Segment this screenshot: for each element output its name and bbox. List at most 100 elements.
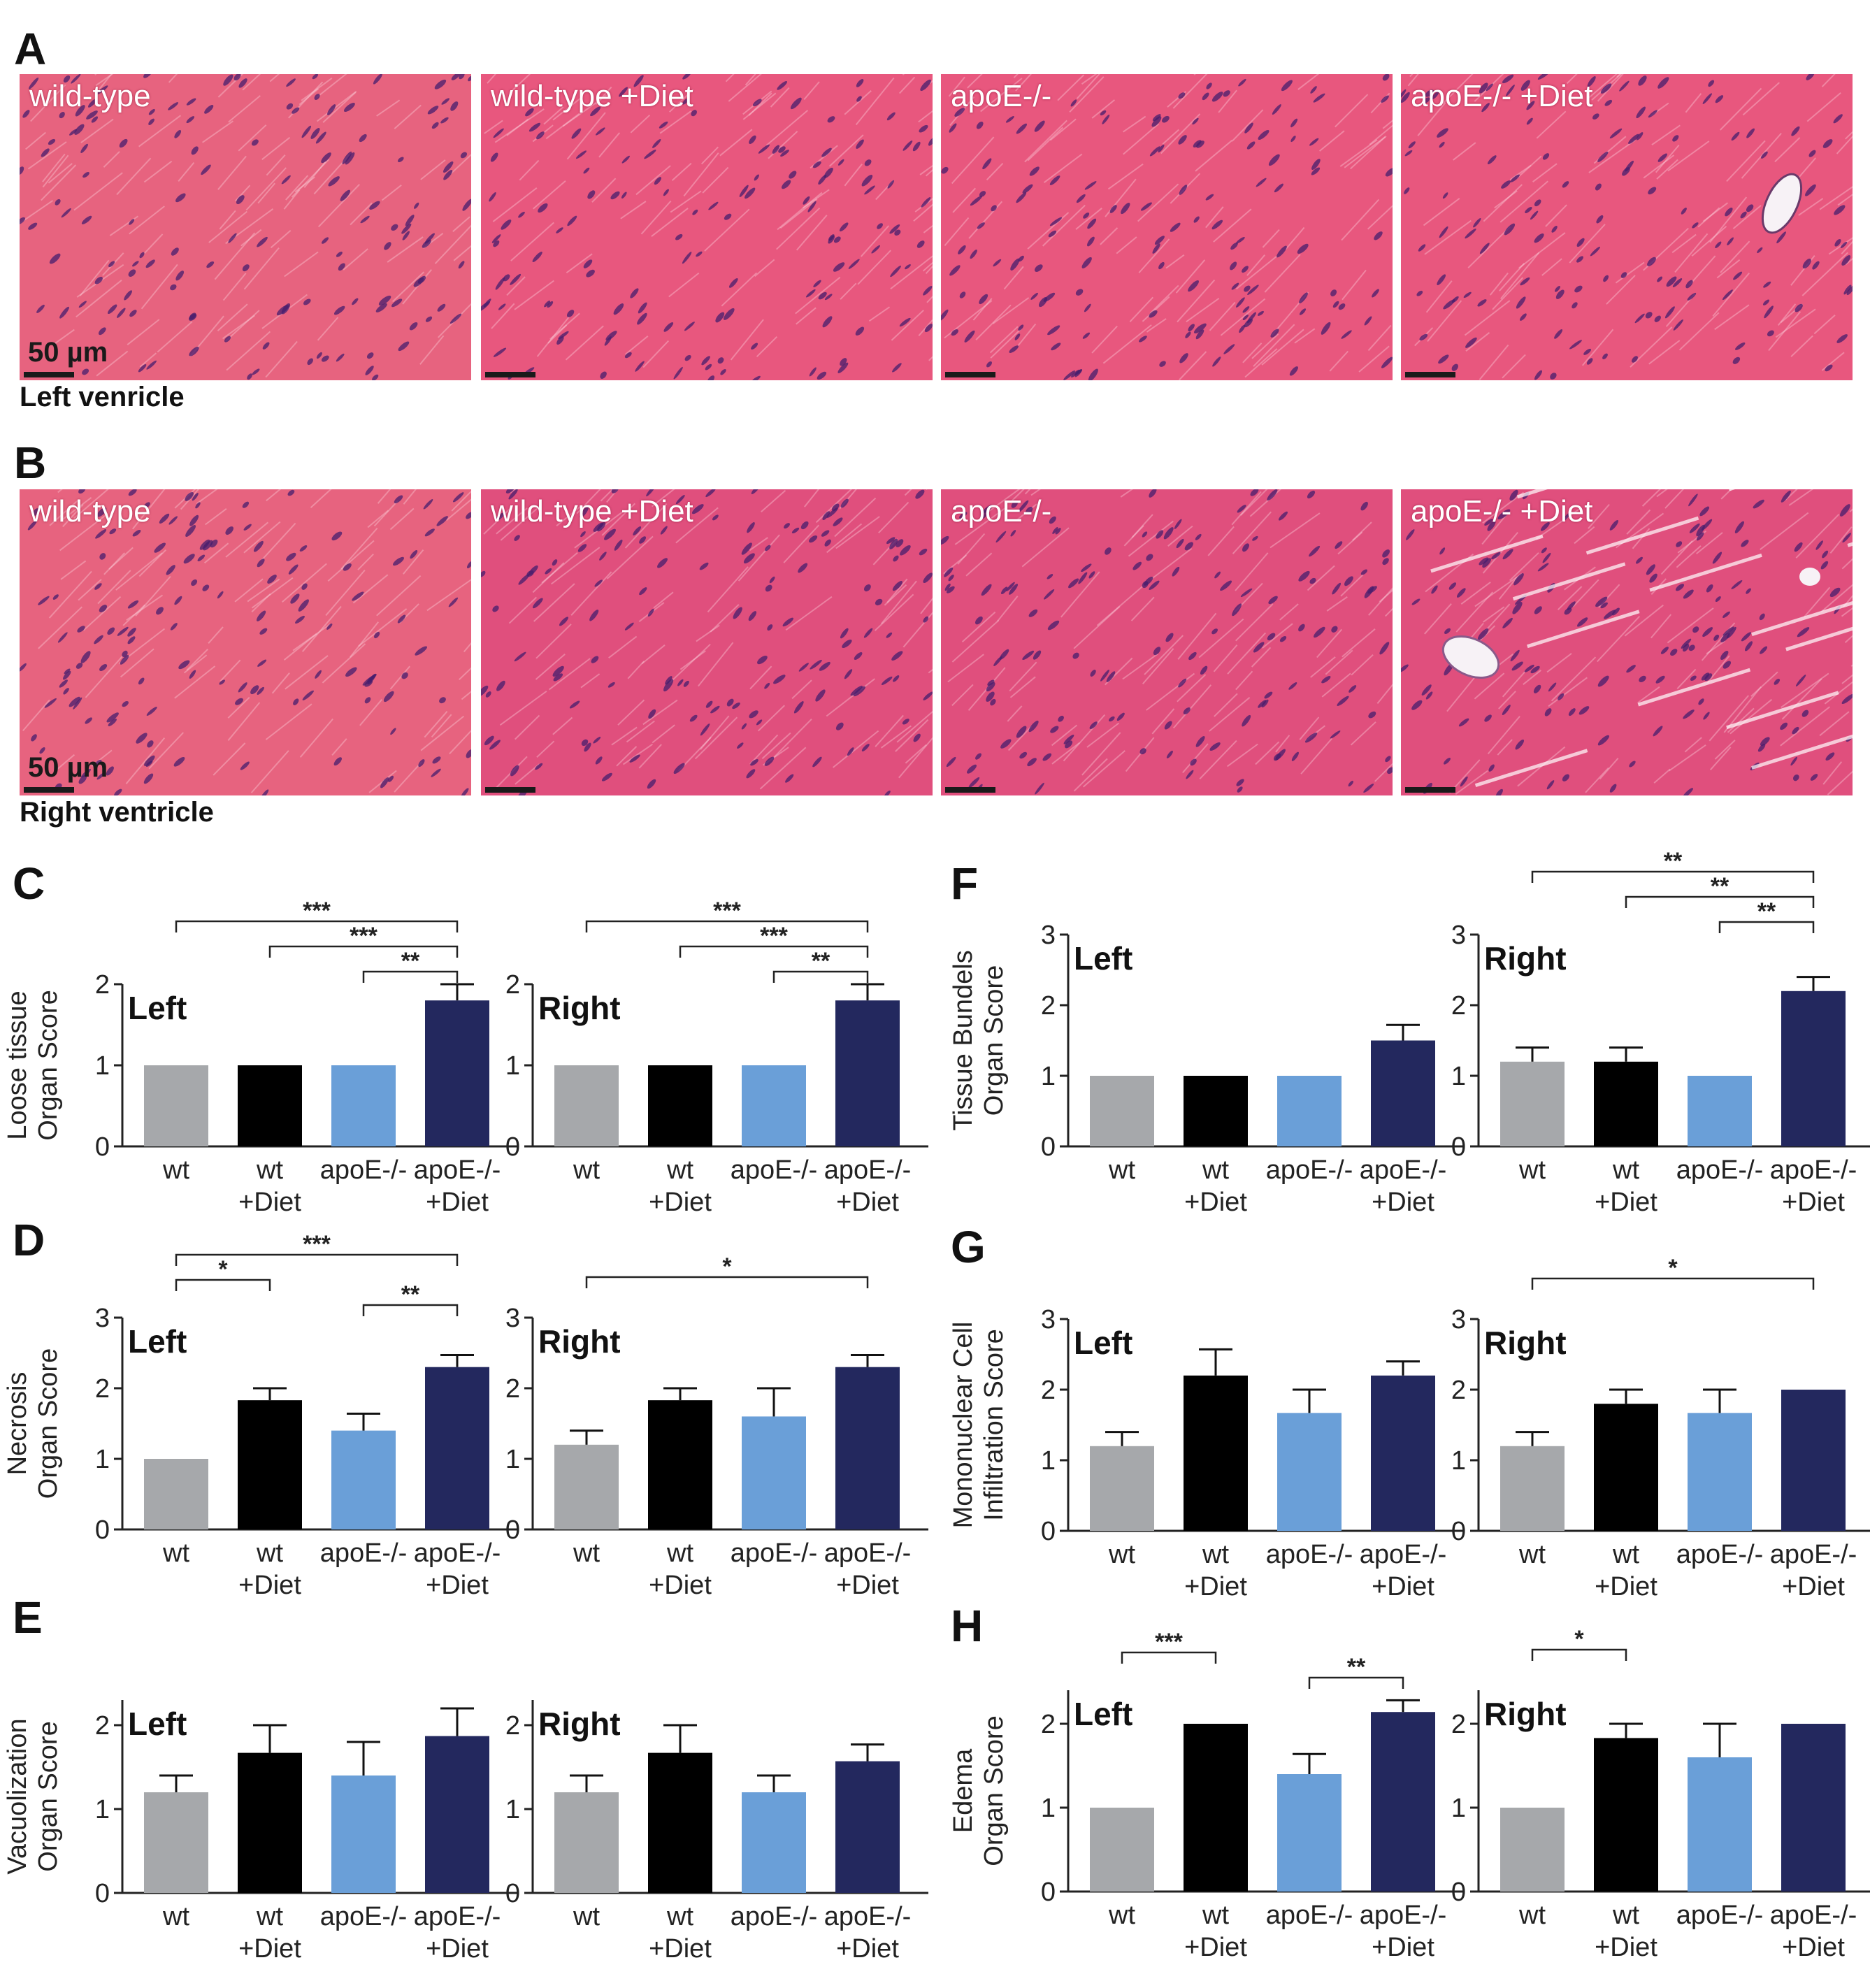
significance-bracket (175, 1253, 459, 1266)
x-tick-label: +Diet (836, 1571, 899, 1600)
x-tick-label: +Diet (238, 1934, 301, 1964)
chart-title-left: Left (1074, 1696, 1132, 1732)
x-tick-label: wt (1108, 1901, 1135, 1930)
y-tick-label: 2 (1451, 1376, 1466, 1405)
bar-h-right-4 (1781, 1724, 1846, 1892)
significance-bracket (1718, 921, 1815, 933)
scale-bar (945, 372, 995, 377)
y-tick-label: 3 (1041, 1305, 1056, 1334)
x-tick-label: wt (256, 1539, 283, 1568)
y-tick-label: 1 (95, 1795, 110, 1824)
y-tick-label: 2 (1041, 991, 1056, 1021)
x-tick-label: +Diet (238, 1188, 301, 1217)
y-tick-label: 2 (1451, 1710, 1466, 1739)
scale-bar-label: 50 µm (28, 752, 108, 783)
x-tick-label: apoE-/- (414, 1902, 501, 1931)
y-tick-label: 0 (1451, 1132, 1466, 1162)
y-tick-label: 0 (95, 1132, 110, 1162)
x-tick-label: apoE-/- (824, 1155, 912, 1185)
bar-h-right-3 (1688, 1757, 1752, 1892)
bar-f-right-2 (1594, 1061, 1658, 1146)
chart-title-left: Left (128, 1323, 187, 1360)
x-tick-label: +Diet (649, 1934, 712, 1964)
y-tick-label: 0 (95, 1879, 110, 1908)
x-tick-label: wt (1202, 1901, 1229, 1930)
x-tick-label: +Diet (426, 1188, 489, 1217)
x-tick-label: wt (1108, 1540, 1135, 1569)
bar-d-right-3 (742, 1416, 806, 1529)
significance-bracket (175, 1278, 271, 1291)
y-tick-label: 0 (1041, 1132, 1056, 1162)
panel-letter-h: H (951, 1601, 983, 1651)
y-tick-label: 2 (1451, 991, 1466, 1021)
x-tick-label: wt (1518, 1901, 1546, 1930)
bar-h-right-1 (1500, 1808, 1565, 1892)
y-tick-label: 3 (1041, 921, 1056, 950)
x-tick-label: wt (573, 1902, 600, 1931)
x-tick-label: apoE-/- (731, 1902, 818, 1931)
x-tick-label: wt (573, 1155, 600, 1185)
significance-label: * (722, 1253, 732, 1280)
chart-title-right: Right (1484, 1325, 1567, 1361)
x-tick-label: wt (1518, 1540, 1546, 1569)
y-tick-label: 3 (505, 1304, 520, 1333)
bar-c-right-4 (835, 1000, 900, 1146)
x-tick-label: wt (162, 1539, 189, 1568)
x-tick-label: +Diet (1372, 1933, 1434, 1962)
x-tick-label: wt (1518, 1155, 1546, 1185)
y-tick-label: 1 (1451, 1794, 1466, 1823)
bar-d-right-1 (554, 1444, 619, 1529)
x-tick-label: wt (666, 1539, 693, 1568)
bar-e-left-2 (238, 1752, 302, 1893)
histology-tile-a-2: wild-type +Diet (481, 74, 933, 380)
y-tick-label: 1 (1041, 1794, 1056, 1823)
x-tick-label: apoE-/- (1360, 1155, 1447, 1185)
y-axis-label-d: Necrosis (3, 1372, 32, 1476)
x-tick-label: +Diet (1372, 1572, 1434, 1601)
bar-g-left-4 (1371, 1375, 1435, 1531)
bar-c-right-3 (742, 1065, 806, 1146)
bar-d-left-1 (144, 1459, 208, 1529)
bar-d-left-2 (238, 1400, 302, 1529)
chart-title-right: Right (538, 1706, 621, 1742)
significance-label: ** (1664, 848, 1683, 874)
bar-f-right-4 (1781, 991, 1846, 1146)
x-tick-label: wt (1612, 1540, 1639, 1569)
histology-group-label: wild-type (29, 494, 151, 528)
x-tick-label: wt (1202, 1155, 1229, 1185)
y-axis-label-f: Organ Score (979, 965, 1009, 1116)
significance-bracket (362, 1304, 459, 1316)
x-tick-label: apoE-/- (320, 1902, 408, 1931)
histology-tile-b-3: apoE-/- (941, 489, 1393, 795)
x-tick-label: apoE-/- (1266, 1540, 1353, 1569)
x-tick-label: +Diet (426, 1571, 489, 1600)
bar-e-left-4 (425, 1736, 489, 1893)
y-axis-label-f: Tissue Bundels (949, 950, 978, 1130)
x-tick-label: wt (256, 1155, 283, 1185)
chart-title-left: Left (1074, 1325, 1132, 1361)
y-tick-label: 0 (1041, 1878, 1056, 1907)
bar-g-left-2 (1184, 1375, 1248, 1531)
bar-f-left-3 (1277, 1076, 1342, 1146)
y-axis-label-h: Organ Score (979, 1715, 1009, 1866)
y-tick-label: 3 (95, 1304, 110, 1333)
significance-bracket (1531, 1277, 1815, 1290)
chart-title-left: Left (128, 990, 187, 1026)
bar-e-right-2 (648, 1752, 712, 1893)
bar-d-right-2 (648, 1400, 712, 1529)
x-tick-label: apoE-/- (1676, 1901, 1764, 1930)
x-tick-label: apoE-/- (1676, 1540, 1764, 1569)
y-axis-label-h: Edema (949, 1748, 978, 1833)
bar-h-left-1 (1090, 1808, 1154, 1892)
y-tick-label: 1 (1041, 1446, 1056, 1476)
panel-letter-e: E (13, 1592, 43, 1643)
x-tick-label: apoE-/- (414, 1539, 501, 1568)
y-tick-label: 2 (1041, 1710, 1056, 1739)
x-tick-label: apoE-/- (731, 1539, 818, 1568)
y-tick-label: 0 (1451, 1878, 1466, 1907)
x-tick-label: apoE-/- (1676, 1155, 1764, 1185)
y-axis-label-c: Loose tissue (3, 991, 32, 1139)
x-tick-label: +Diet (649, 1188, 712, 1217)
y-tick-label: 1 (1041, 1062, 1056, 1091)
histology-tile-b-1: wild-type 50 µm (20, 489, 471, 795)
